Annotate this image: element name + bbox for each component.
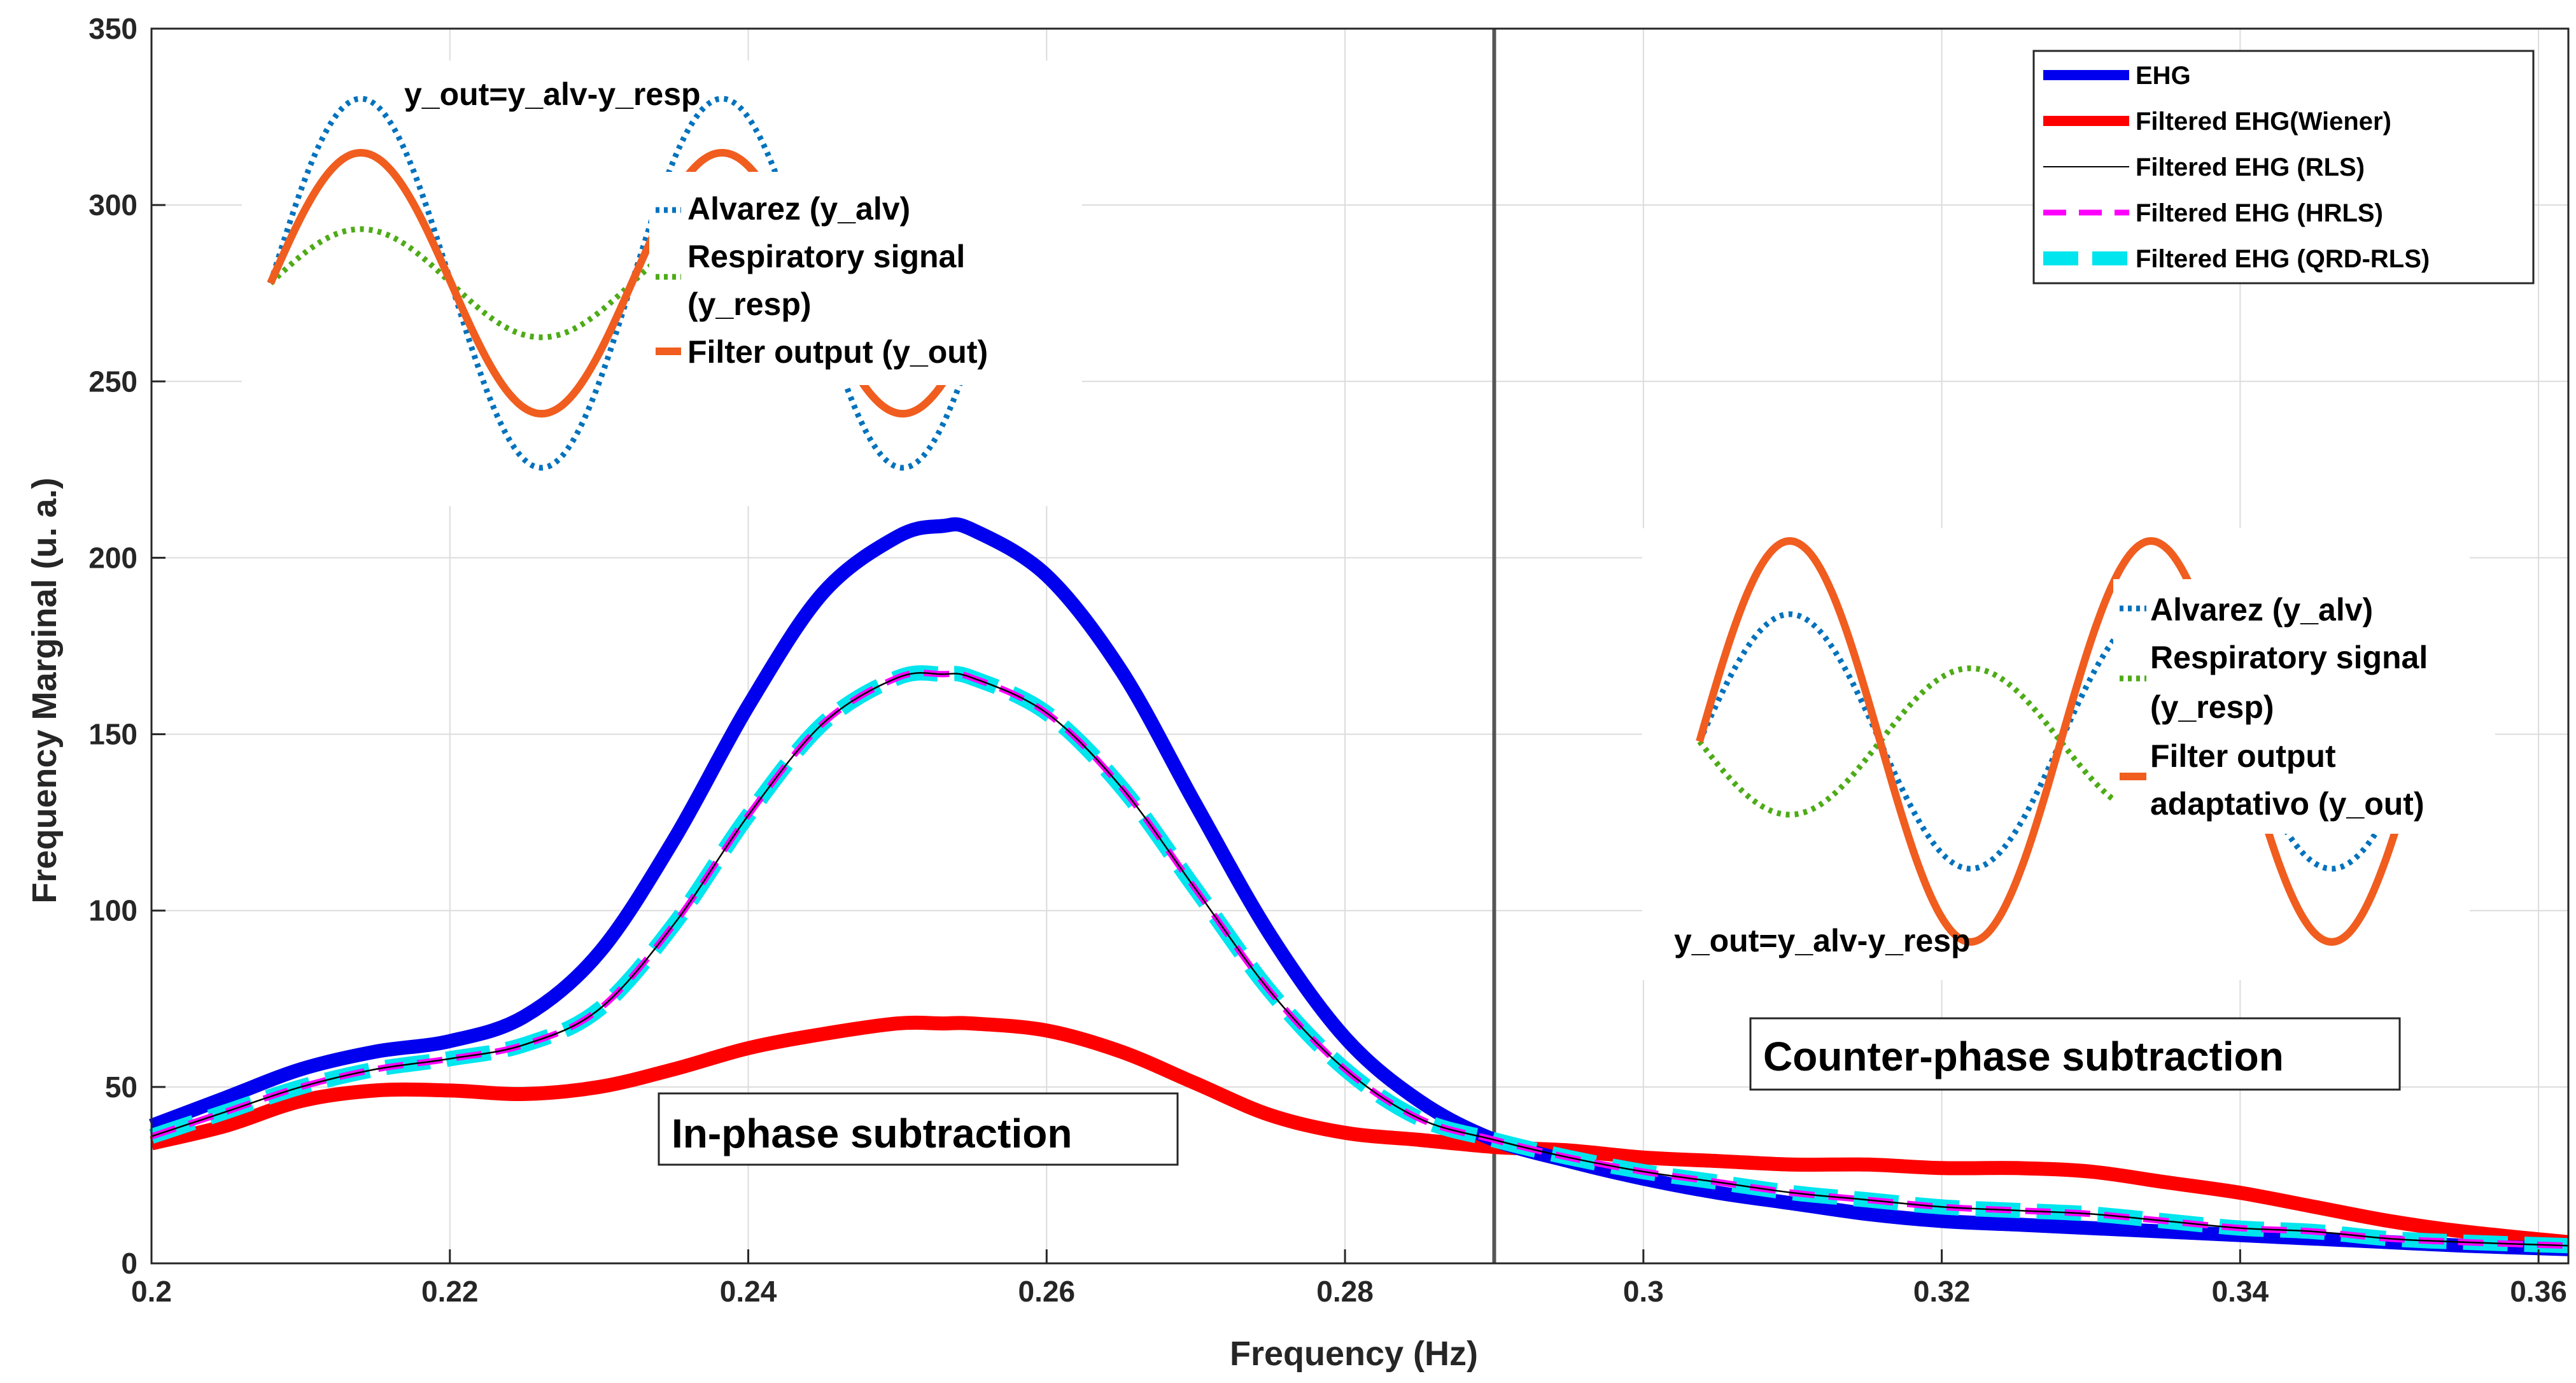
y-tick-label: 200	[88, 541, 137, 574]
counter-legend-resp-2: (y_resp)	[2150, 689, 2274, 725]
legend-qrd: Filtered EHG (QRD-RLS)	[2136, 245, 2430, 273]
axes: 0.2 0.22 0.24 0.26 0.28 0.3 0.32 0.34 0.36 0 50 100…	[88, 12, 2570, 1308]
counter-legend-alvarez: Alvarez (y_alv)	[2150, 592, 2373, 628]
in-phase-inset: y_out=y_alv-y_resp Alvarez (y_alv) Respi…	[242, 60, 1082, 506]
counter-legend-resp: Respiratory signal	[2150, 640, 2428, 675]
counter-phase-out-curve	[1696, 537, 2426, 946]
x-tick-label: 0.2	[131, 1275, 172, 1308]
in-phase-legend-out: Filter output (y_out)	[687, 334, 988, 370]
in-phase-annotation: In-phase subtraction	[658, 1092, 1179, 1166]
in-phase-legend-resp: Respiratory signal	[687, 239, 965, 274]
legend-ehg: EHG	[2136, 62, 2191, 90]
series-group	[149, 517, 2570, 1256]
x-tick-label: 0.32	[1913, 1275, 1971, 1308]
counter-phase-resp-curve	[1697, 665, 2425, 818]
y-tick-label: 300	[88, 188, 137, 221]
plot-frame	[150, 27, 2570, 1265]
in-phase-legend-alvarez: Alvarez (y_alv)	[687, 191, 910, 227]
in-phase-label: In-phase subtraction	[672, 1111, 1072, 1156]
y-tick-label: 250	[88, 365, 137, 398]
x-tick-label: 0.24	[720, 1275, 777, 1308]
counter-phase-label: Counter-phase subtraction	[1763, 1034, 2284, 1079]
counter-legend-out-2: adaptativo (y_out)	[2150, 786, 2425, 822]
x-tick-label: 0.28	[1316, 1275, 1374, 1308]
counter-phase-inset-curves	[1696, 537, 2426, 946]
series-line-ehg	[149, 517, 2569, 1256]
in-phase-inset-title: y_out=y_alv-y_resp	[404, 76, 701, 112]
x-tick-label: 0.36	[2510, 1275, 2567, 1308]
counter-phase-inset: Alvarez (y_alv) Respiratory signal (y_re…	[1642, 528, 2495, 980]
legend-rls: Filtered EHG (RLS)	[2136, 153, 2365, 181]
x-tick-label: 0.3	[1623, 1275, 1664, 1308]
y-tick-label: 100	[88, 894, 137, 927]
x-tick-label: 0.26	[1018, 1275, 1076, 1308]
y-tick-label: 350	[88, 12, 137, 45]
x-tick-label: 0.34	[2212, 1275, 2269, 1308]
counter-legend-out: Filter output	[2150, 738, 2336, 774]
x-axis-title: Frequency (Hz)	[1230, 1335, 1478, 1373]
counter-phase-inset-title: y_out=y_alv-y_resp	[1674, 923, 1971, 958]
y-tick-label: 50	[105, 1071, 137, 1104]
series-line-filtered-ehg-wiener-	[150, 1015, 2570, 1249]
counter-phase-annotation: Counter-phase subtraction	[1749, 1017, 2401, 1091]
y-tick-label: 150	[88, 718, 137, 751]
in-phase-out-curve	[267, 148, 997, 418]
x-tick-label: 0.22	[421, 1275, 479, 1308]
legend-hrls: Filtered EHG (HRLS)	[2136, 199, 2383, 227]
in-phase-legend-resp-2: (y_resp)	[687, 286, 812, 322]
counter-phase-alvarez-curve	[1696, 611, 2425, 872]
y-tick-label: 0	[121, 1247, 137, 1280]
y-axis-title: Frequency Marginal (u. a.)	[25, 477, 64, 903]
series-line-filtered-ehg-rls-	[151, 672, 2569, 1247]
legend: EHG Filtered EHG(Wiener) Filtered EHG (R…	[2032, 50, 2535, 284]
legend-wiener: Filtered EHG(Wiener)	[2136, 108, 2391, 136]
